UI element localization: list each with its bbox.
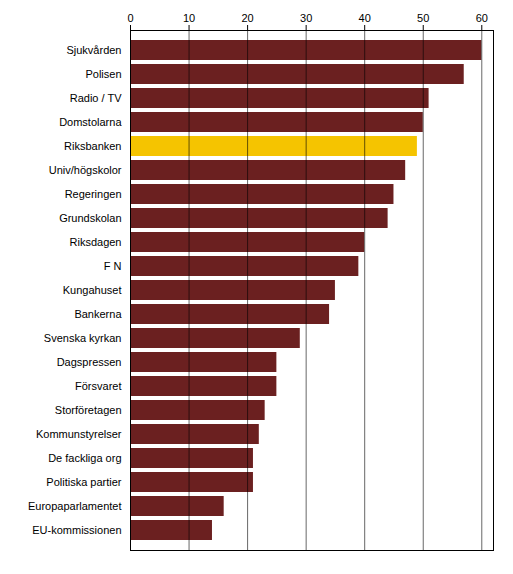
svg-text:Försvaret: Försvaret <box>75 380 121 392</box>
svg-text:EU-kommissionen: EU-kommissionen <box>32 524 121 536</box>
svg-text:Univ/högskolor: Univ/högskolor <box>49 164 122 176</box>
svg-text:Riksdagen: Riksdagen <box>70 236 122 248</box>
svg-text:20: 20 <box>241 12 253 24</box>
svg-text:Storföretagen: Storföretagen <box>55 404 122 416</box>
svg-text:Svenska kyrkan: Svenska kyrkan <box>44 332 122 344</box>
svg-text:Bankerna: Bankerna <box>74 308 122 320</box>
svg-text:50: 50 <box>417 12 429 24</box>
svg-text:Sjukvården: Sjukvården <box>66 44 121 56</box>
svg-text:30: 30 <box>300 12 312 24</box>
svg-text:Radio / TV: Radio / TV <box>70 92 122 104</box>
svg-text:Polisen: Polisen <box>85 68 121 80</box>
svg-text:Regeringen: Regeringen <box>65 188 122 200</box>
svg-text:Kungahuset: Kungahuset <box>63 284 122 296</box>
svg-text:Europaparlamentet: Europaparlamentet <box>28 500 122 512</box>
svg-text:Grundskolan: Grundskolan <box>59 212 121 224</box>
svg-text:Domstolarna: Domstolarna <box>59 116 122 128</box>
svg-text:Kommunstyrelser: Kommunstyrelser <box>36 428 122 440</box>
svg-text:10: 10 <box>183 12 195 24</box>
svg-text:40: 40 <box>359 12 371 24</box>
svg-text:De fackliga org: De fackliga org <box>48 452 121 464</box>
svg-text:Dagspressen: Dagspressen <box>57 356 122 368</box>
svg-text:Riksbanken: Riksbanken <box>64 140 121 152</box>
svg-text:0: 0 <box>127 12 133 24</box>
svg-text:60: 60 <box>476 12 488 24</box>
svg-text:F N: F N <box>104 260 122 272</box>
svg-text:Politiska partier: Politiska partier <box>46 476 122 488</box>
